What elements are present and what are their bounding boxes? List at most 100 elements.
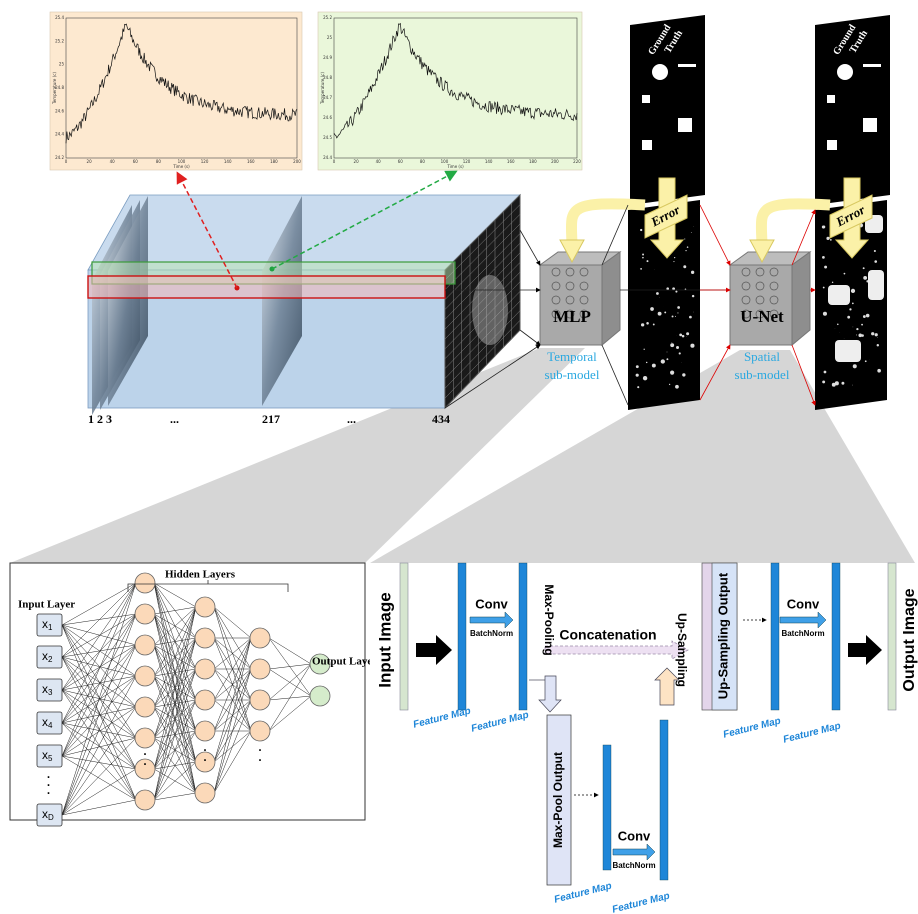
prediction-speckle [834,381,839,386]
prediction-speckle [676,346,680,350]
grid-cell [444,291,521,369]
prediction-speckle [675,384,679,389]
connection [61,624,137,801]
x-tick-label: 140 [485,159,493,164]
input-node [36,645,63,669]
connection [61,624,137,646]
x-tick-label: 100 [441,159,449,164]
prediction-speckle [670,343,675,348]
prediction-speckle [678,352,681,355]
connection [153,606,197,801]
connection [213,668,252,794]
connection [61,644,137,691]
connection [61,675,137,816]
grid-cell [444,204,521,281]
connection [153,761,197,801]
x-tick-label: 60 [398,159,404,164]
plot-axes [65,17,298,159]
prediction-speckle [865,313,870,318]
prediction-speckle [666,351,668,353]
frame-label: ... [347,412,356,426]
neuron-icon [769,295,779,305]
prediction-speckle [874,333,878,337]
connection [213,637,252,732]
connection [61,656,137,801]
conv-arrow [469,611,514,629]
connection [153,730,197,801]
connection [61,644,137,724]
prediction-speckle [640,228,643,232]
connection [61,624,137,708]
y-tick-label: 24.8 [323,75,332,80]
prediction-speckle [690,343,695,348]
signal-curve [333,22,578,139]
feature-bar [831,562,841,711]
connection [268,668,312,697]
ellipsis-dot: . [47,783,50,797]
model-caption: sub-model [545,367,600,382]
prediction-speckle [822,256,825,259]
input-base: x [42,682,48,696]
prediction-speckle [849,308,852,311]
prediction-speckle [643,348,645,350]
prediction-speckle [861,323,863,326]
prediction-speckle [822,286,825,289]
neuron [194,689,216,711]
connection [213,637,252,794]
grid-cell [444,252,521,330]
prediction-speckle [873,249,876,253]
ellipsis-dot: . [259,750,262,764]
connection [268,663,312,732]
input-node [36,744,63,768]
input-label: x5 [42,748,53,763]
ground-truth-image [630,15,705,205]
prediction-speckle [677,306,680,309]
prediction-speckle [679,333,683,337]
connection [61,624,137,739]
connection [61,737,137,816]
input-base: x [42,617,48,631]
link-red [176,171,238,289]
neuron-icon [551,267,561,277]
flow-line [519,329,541,346]
zoom-fan [370,350,915,563]
input-label: x3 [42,682,53,697]
prediction-speckle [664,311,667,314]
connection [268,637,312,665]
frame-label: 1 [88,412,94,426]
prediction-speckle [862,315,866,318]
connection [61,613,137,816]
prediction-speckle [642,256,644,259]
prediction-speckle [691,294,695,298]
prediction-speckle [863,275,868,280]
prediction-speckle [871,332,875,336]
connection [61,755,137,801]
conv-arrow [779,611,827,629]
prediction-speckle [874,260,878,263]
neuron [309,685,331,707]
y-tick-label: 25.2 [55,38,64,43]
neuron-icon [741,309,751,319]
y-tick-label: 24.6 [55,108,64,113]
x-tick-label: 200 [293,159,301,164]
neuron [134,727,156,749]
prediction-speckle [841,381,845,385]
grid-cell [444,214,521,290]
connection [61,582,137,757]
connection [61,624,137,770]
prediction-image [815,200,887,410]
big-arrow [416,635,452,665]
connection [61,582,137,658]
y-tick-label: 25 [327,35,333,40]
prediction-speckle [668,383,671,386]
connection [61,706,137,757]
x-tick-label: 180 [270,159,278,164]
prediction-speckle [684,238,686,240]
neuron [194,658,216,680]
grid-cell [444,262,521,340]
connection [61,624,137,677]
target-shape [652,64,668,80]
x-tick-label: 160 [507,159,515,164]
target-shape [837,64,853,80]
cube-top [87,194,521,271]
